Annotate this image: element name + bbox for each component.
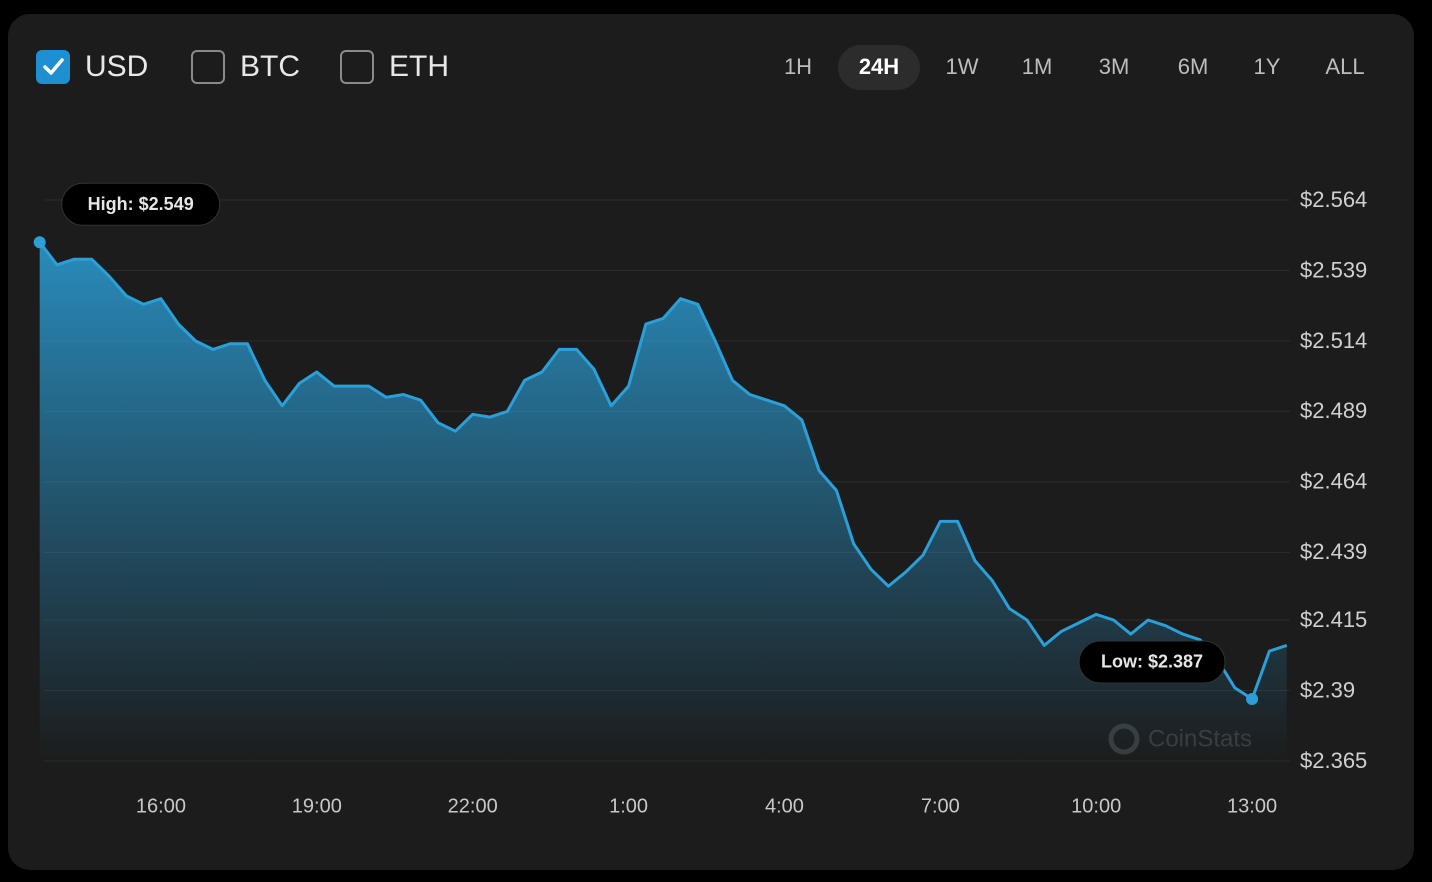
y-tick-label: $2.514 [1300,328,1367,353]
y-tick-label: $2.539 [1300,257,1367,282]
y-tick-label: $2.39 [1300,677,1355,702]
checkmark [43,58,64,75]
currency-checkbox[interactable]: BTC [191,50,300,84]
range-button[interactable]: 6M [1178,54,1209,79]
y-tick-label: $2.564 [1300,187,1367,212]
line [38,241,1288,701]
high-annotation-label: High: $2.549 [88,194,194,214]
x-tick-label: 1:00 [609,795,648,817]
range-label[interactable]: ALL [1325,54,1364,79]
checkbox[interactable] [36,50,70,84]
range-label[interactable]: 1H [784,54,812,79]
y-tick-label: $2.365 [1300,748,1367,773]
y-tick-label: $2.439 [1300,539,1367,564]
checkbox[interactable] [191,50,225,84]
range-label[interactable]: 3M [1099,54,1130,79]
area [39,242,1287,762]
x-tick-label: 19:00 [292,795,342,817]
currency-checkbox[interactable]: USD [36,50,148,84]
range-active-pill[interactable] [838,45,920,90]
range-button[interactable]: 1Y [1254,54,1281,79]
checkbox[interactable] [340,50,374,84]
range-button[interactable]: 24H [838,45,920,90]
range-label[interactable]: 24H [859,54,899,79]
x-tick-label: 7:00 [921,795,960,817]
y-tick-label: $2.464 [1300,469,1367,494]
low-annotation-box [1078,640,1226,684]
currency-checkbox[interactable]: ETH [340,50,449,84]
currency-label: USD [85,50,148,83]
currency-label: BTC [240,50,300,83]
high-annotation-box [61,182,221,226]
low-point [1246,692,1259,705]
x-tick-label: 22:00 [448,795,498,817]
range-button[interactable]: 1H [784,54,812,79]
range-label[interactable]: 1W [946,54,979,79]
x-tick-label: 13:00 [1227,795,1277,817]
range-label[interactable]: 1Y [1254,54,1281,79]
y-tick-label: $2.489 [1300,398,1367,423]
range-button[interactable]: 3M [1099,54,1130,79]
range-label[interactable]: 6M [1178,54,1209,79]
x-tick-label: 16:00 [136,795,186,817]
range-button[interactable]: ALL [1325,54,1364,79]
low-annotation-label: Low: $2.387 [1101,652,1203,672]
range-label[interactable]: 1M [1022,54,1053,79]
x-tick-label: 4:00 [765,795,804,817]
x-tick-label: 10:00 [1071,795,1121,817]
y-tick-label: $2.415 [1300,607,1367,632]
currency-label: ETH [389,50,449,83]
range-button[interactable]: 1M [1022,54,1053,79]
high-point [33,236,46,249]
range-button[interactable]: 1W [946,54,979,79]
